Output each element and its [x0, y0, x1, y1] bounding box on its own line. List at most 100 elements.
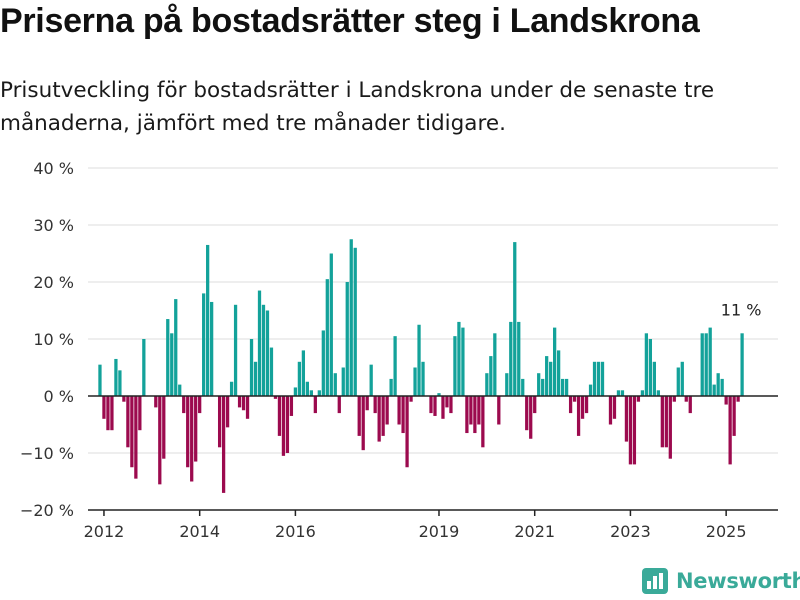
bar: [509, 321, 513, 396]
bar: [712, 384, 716, 396]
x-tick-label: 2016: [275, 522, 316, 541]
bar: [652, 361, 656, 396]
bar: [644, 333, 649, 396]
x-tick-label: 2019: [419, 522, 460, 541]
bar: [668, 396, 672, 459]
bar: [154, 396, 158, 408]
bar: [728, 396, 732, 465]
bar: [377, 396, 381, 442]
bar: [162, 396, 166, 459]
bar: [118, 370, 122, 396]
bar: [417, 324, 421, 396]
bar: [592, 361, 597, 396]
bar: [437, 393, 441, 396]
bar: [469, 396, 473, 425]
y-tick-label: 10 %: [33, 330, 74, 349]
bar: [600, 361, 605, 396]
bar: [249, 339, 254, 396]
bar: [225, 396, 230, 428]
bar: [305, 381, 309, 396]
bar: [241, 396, 246, 411]
bar: [656, 390, 660, 396]
bar: [301, 350, 306, 396]
chart-subtitle: Prisutveckling för bostadsrätter i Lands…: [0, 78, 715, 136]
bar: [273, 396, 278, 399]
bar: [138, 396, 142, 431]
bar: [720, 378, 724, 396]
bar: [102, 396, 106, 419]
bar: [221, 396, 226, 493]
bar: [704, 333, 708, 396]
bar: [489, 356, 493, 396]
bar: [369, 364, 373, 396]
y-tick-label: −20 %: [20, 501, 74, 520]
bar: [106, 396, 110, 431]
bar: [632, 396, 637, 465]
bar: [732, 396, 736, 436]
bar: [628, 396, 633, 465]
bar: [572, 396, 577, 402]
bar: [126, 396, 130, 448]
bar: [537, 373, 541, 396]
bar: [317, 390, 321, 396]
bar: [206, 244, 210, 396]
bar: [217, 396, 222, 448]
bar: [361, 396, 365, 451]
bar: [684, 396, 688, 402]
bar: [158, 396, 162, 485]
bar: [142, 339, 146, 396]
bar: [257, 290, 262, 396]
bar: [465, 396, 469, 434]
bar: [253, 361, 258, 396]
bar: [708, 327, 712, 396]
bar: [481, 396, 485, 448]
bar: [353, 247, 357, 396]
x-tick-label: 2012: [84, 522, 125, 541]
bar: [114, 358, 118, 396]
bar: [313, 396, 317, 414]
bar: [596, 361, 601, 396]
bar: [545, 356, 549, 396]
bar: [716, 373, 720, 396]
bar: [429, 396, 433, 414]
bar: [521, 378, 525, 396]
bar: [373, 396, 377, 414]
bar: [381, 396, 385, 436]
bar: [648, 339, 653, 396]
y-tick-label: 20 %: [33, 273, 74, 292]
bar: [612, 396, 617, 419]
bar: [329, 253, 333, 396]
y-tick-label: −10 %: [20, 444, 74, 463]
bar: [553, 327, 557, 396]
bar: [182, 396, 186, 414]
bar: [198, 396, 202, 414]
bar: [341, 367, 345, 396]
bar: [174, 299, 178, 396]
bar: [333, 373, 337, 396]
bar: [297, 361, 302, 396]
bar: [453, 336, 457, 396]
bar: [660, 396, 664, 448]
logo-text: Newsworthy: [676, 569, 800, 593]
bar: [664, 396, 668, 448]
bar: [389, 378, 393, 396]
bar: [397, 396, 401, 425]
bar: [405, 396, 409, 468]
bar: [281, 396, 286, 456]
bar: [513, 242, 517, 396]
bar: [229, 381, 234, 396]
bar: [289, 396, 294, 416]
bar: [636, 396, 641, 402]
bar: [457, 321, 461, 396]
bar: [576, 396, 581, 436]
bar: [285, 396, 290, 453]
bar: [557, 350, 561, 396]
bar: [608, 396, 613, 425]
y-tick-label: 30 %: [33, 216, 74, 235]
bar: [237, 396, 242, 408]
bar: [564, 378, 569, 396]
bar: [265, 310, 270, 396]
bar: [525, 396, 529, 431]
y-tick-label: 40 %: [33, 159, 74, 178]
bar: [269, 347, 274, 396]
